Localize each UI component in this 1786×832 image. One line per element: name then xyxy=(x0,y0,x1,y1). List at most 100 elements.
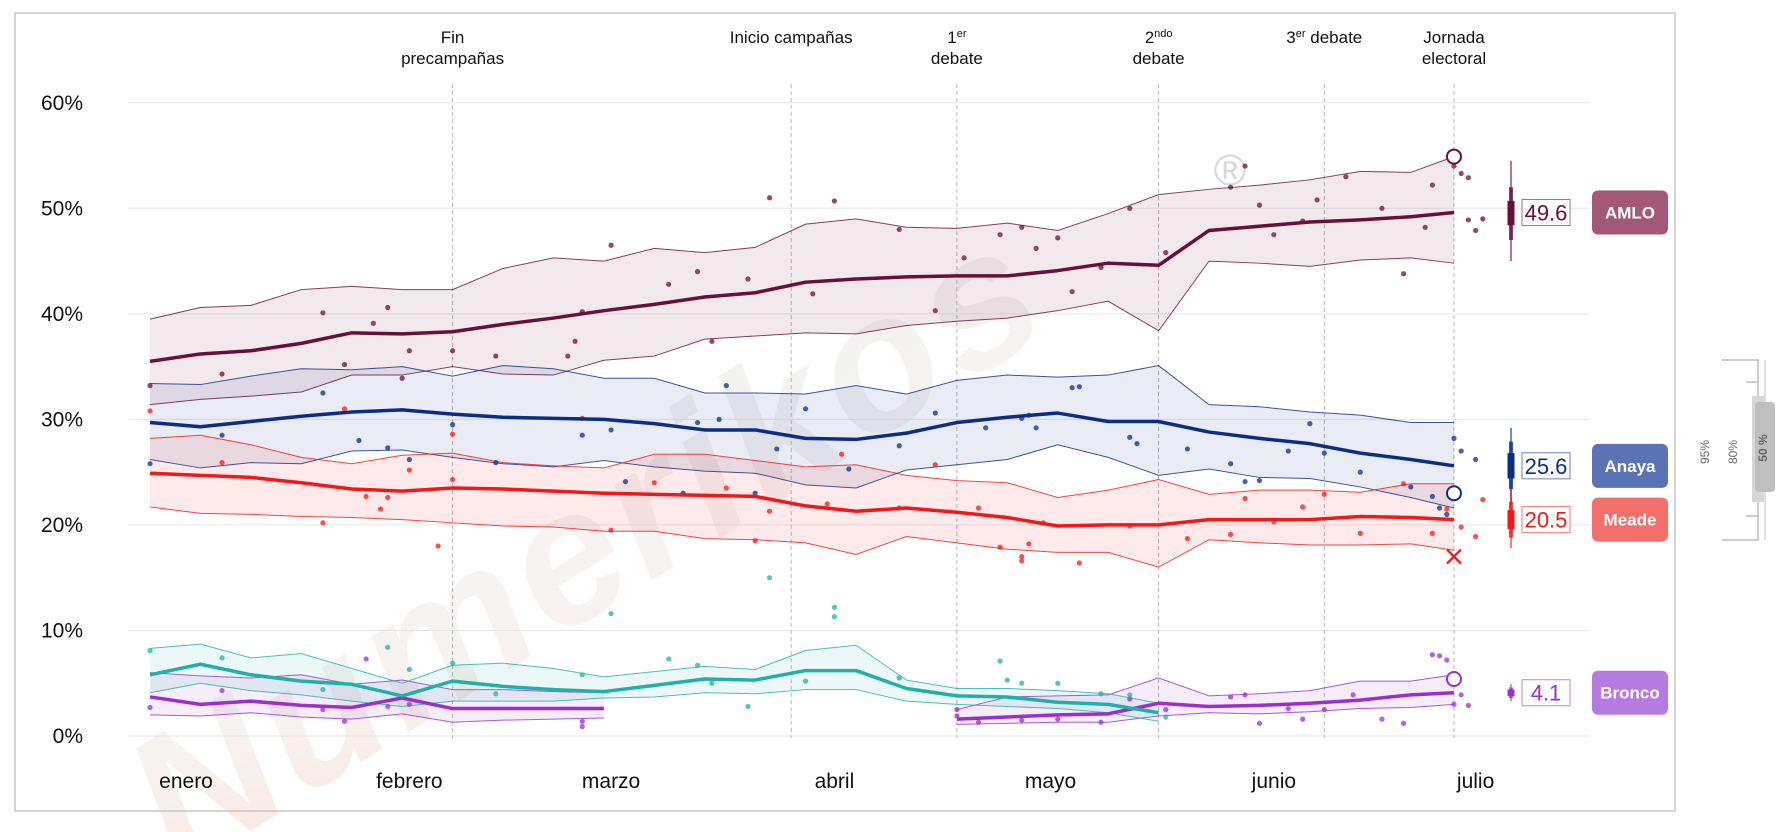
poll-point-meade xyxy=(976,505,981,510)
poll-point-amlo xyxy=(1423,225,1428,230)
poll-point-bronco xyxy=(1459,692,1464,697)
y-tick-label: 30% xyxy=(41,408,83,431)
poll-point-meade xyxy=(1480,497,1485,502)
event-label: 3er debate xyxy=(1286,28,1362,47)
x-month-label: julio xyxy=(1456,770,1494,793)
poll-point-anaya xyxy=(580,433,585,438)
poll-point-amlo xyxy=(1466,217,1471,222)
poll-point-meade xyxy=(1019,554,1024,559)
poll-point-amlo xyxy=(1480,216,1485,221)
poll-point-anaya xyxy=(1444,512,1449,517)
badge-label-meade: Meade xyxy=(1604,511,1657,530)
poll-point-bronco-teal xyxy=(897,675,902,680)
poll-point-amlo xyxy=(1379,206,1384,211)
poll-point-amlo xyxy=(565,353,570,358)
poll-point-meade xyxy=(385,495,390,500)
poll-point-bronco xyxy=(1437,653,1442,658)
poll-point-meade xyxy=(320,520,325,525)
poll-point-amlo xyxy=(320,310,325,315)
poll-point-meade xyxy=(1430,531,1435,536)
poll-point-meade xyxy=(1358,531,1363,536)
poll-point-meade xyxy=(1242,496,1247,501)
poll-point-bronco xyxy=(580,719,585,724)
poll-point-bronco xyxy=(1055,717,1060,722)
poll-point-amlo xyxy=(385,305,390,310)
event-label: 1er xyxy=(947,28,967,47)
y-tick-label: 0% xyxy=(53,725,83,748)
poll-point-anaya xyxy=(1437,505,1442,510)
poll-point-anaya xyxy=(846,466,851,471)
poll-point-anaya xyxy=(774,446,779,451)
poll-point-anaya xyxy=(608,427,613,432)
poll-point-anaya xyxy=(356,438,361,443)
poll-point-amlo xyxy=(1127,206,1132,211)
poll-point-bronco xyxy=(385,704,390,709)
event-label: Inicio campañas xyxy=(730,28,853,47)
poll-point-meade xyxy=(1185,536,1190,541)
poll-point-bronco xyxy=(954,707,959,712)
x-month-label: junio xyxy=(1251,770,1296,793)
poll-point-bronco xyxy=(219,688,224,693)
poll-point-bronco xyxy=(364,656,369,661)
poll-point-bronco-teal xyxy=(1098,691,1103,696)
poll-point-meade xyxy=(652,480,657,485)
poll-point-amlo xyxy=(998,232,1003,237)
poll-point-amlo xyxy=(666,282,671,287)
poll-point-bronco-teal xyxy=(745,704,750,709)
poll-point-meade xyxy=(147,408,152,413)
badge-label-bronco: Bronco xyxy=(1600,684,1660,703)
poll-point-amlo xyxy=(1343,174,1348,179)
poll-point-anaya xyxy=(623,479,628,484)
poll-point-bronco-teal xyxy=(493,691,498,696)
poll-point-anaya xyxy=(724,383,729,388)
final-value-bronco: 4.1 xyxy=(1531,681,1562,706)
event-label-line2: precampañas xyxy=(401,49,504,68)
poll-point-meade xyxy=(342,406,347,411)
poll-point-bronco-teal xyxy=(147,648,152,653)
final-intervals: 49.6 25.6 20.5 4.1 xyxy=(1511,161,1570,706)
poll-point-bronco-teal xyxy=(219,655,224,660)
poll-point-bronco xyxy=(1163,707,1168,712)
poll-point-meade xyxy=(1300,504,1305,509)
poll-point-meade xyxy=(219,460,224,465)
poll-point-bronco-teal xyxy=(832,614,837,619)
poll-point-bronco xyxy=(147,705,152,710)
poll-point-bronco xyxy=(1286,706,1291,711)
poll-point-meade xyxy=(1228,532,1233,537)
poll-point-amlo xyxy=(1242,163,1247,168)
poll-point-anaya xyxy=(897,443,902,448)
poll-point-meade xyxy=(450,477,455,482)
event-label-line2: debate xyxy=(1133,49,1185,68)
poll-point-amlo xyxy=(1034,246,1039,251)
poll-point-anaya xyxy=(803,406,808,411)
poll-point-bronco-teal xyxy=(385,645,390,650)
y-tick-label: 10% xyxy=(41,619,83,642)
poll-point-meade xyxy=(753,538,758,543)
y-tick-label: 20% xyxy=(41,514,83,537)
poll-point-bronco xyxy=(580,724,585,729)
poll-point-anaya xyxy=(1127,435,1132,440)
x-month-label: enero xyxy=(159,770,213,793)
poll-point-amlo xyxy=(1055,235,1060,240)
poll-point-bronco-teal xyxy=(998,658,1003,663)
poll-point-amlo xyxy=(400,376,405,381)
poll-point-bronco-teal xyxy=(580,672,585,677)
poll-point-amlo xyxy=(493,353,498,358)
poll-point-amlo xyxy=(897,227,902,232)
poll-point-anaya xyxy=(933,410,938,415)
final-value-anaya: 25.6 xyxy=(1525,454,1568,479)
poll-point-bronco xyxy=(1019,718,1024,723)
x-month-label: marzo xyxy=(582,770,640,793)
poll-point-amlo xyxy=(572,339,577,344)
poll-point-anaya xyxy=(1185,446,1190,451)
poll-point-amlo xyxy=(450,348,455,353)
poll-point-meade xyxy=(1459,524,1464,529)
poll-point-amlo xyxy=(933,308,938,313)
poll-point-bronco xyxy=(1379,717,1384,722)
interval-legend: 95% 80% 50 % xyxy=(1698,360,1775,540)
poll-point-amlo xyxy=(342,362,347,367)
poll-point-meade xyxy=(378,506,383,511)
poll-point-meade xyxy=(364,494,369,499)
poll-point-amlo xyxy=(1163,250,1168,255)
